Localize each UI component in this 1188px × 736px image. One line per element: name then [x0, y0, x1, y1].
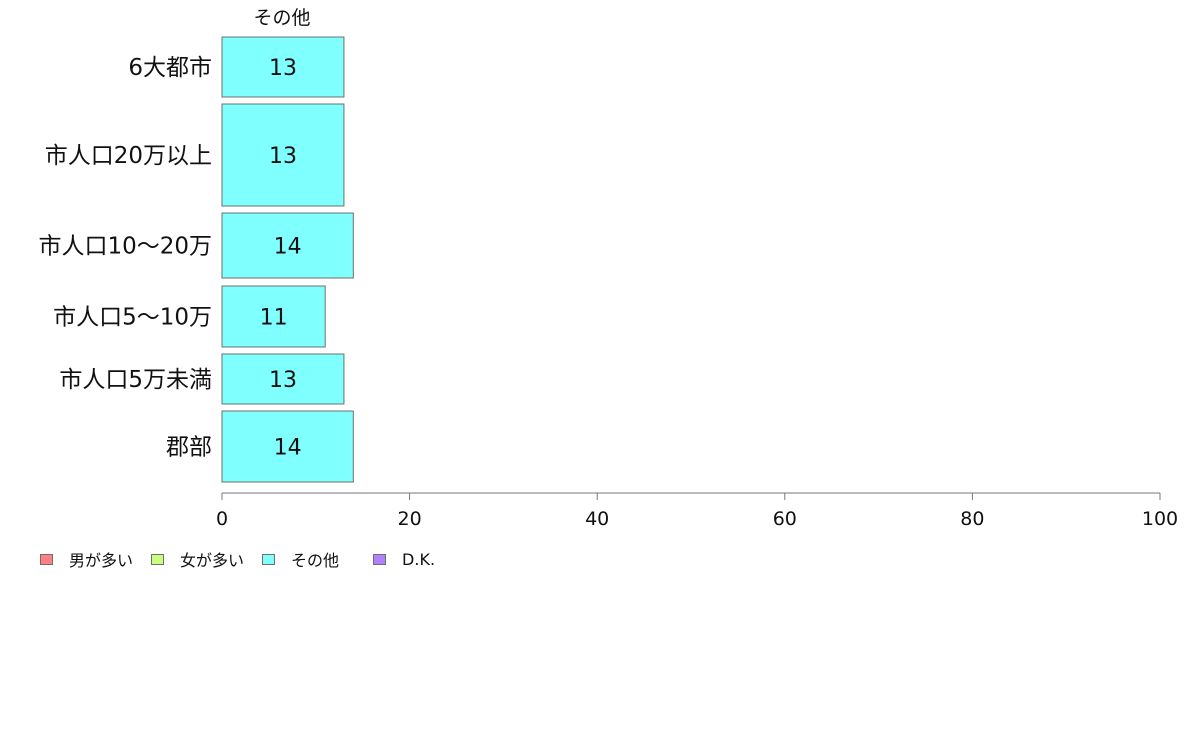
- legend-label-female: 女が多い: [180, 551, 245, 570]
- legend: 男が多い 女が多い その他 D.K.: [40, 547, 453, 571]
- bar-value-label: 11: [260, 306, 288, 331]
- legend-swatch-other: [262, 553, 276, 565]
- bars-group: 13 6大都市 13 市人口20万以上 14 市人口10〜20万 11 市人口5〜10万 13 市…: [38, 36, 354, 483]
- category-label: 市人口5〜10万: [53, 305, 212, 331]
- category-label: 市人口5万未満: [59, 367, 212, 393]
- legend-label-male: 男が多い: [69, 551, 134, 570]
- bar-value-label: 13: [269, 56, 297, 81]
- legend-item-other: その他: [262, 547, 339, 571]
- x-tick-label: 0: [216, 508, 228, 530]
- bar: [221, 410, 354, 483]
- category-label: 市人口20万以上: [45, 143, 212, 169]
- category-label: 市人口10〜20万: [38, 234, 212, 260]
- bar: [221, 103, 345, 207]
- bar-value-label: 14: [274, 235, 302, 260]
- legend-label-other: その他: [291, 551, 340, 570]
- x-tick-label: 60: [773, 508, 797, 530]
- x-tick-label: 20: [398, 508, 422, 530]
- legend-item-dk: D.K.: [373, 550, 435, 569]
- legend-label-dk: D.K.: [402, 549, 436, 569]
- legend-swatch-dk: [373, 553, 387, 565]
- x-axis: 0 20 40 60 80 100: [216, 492, 1178, 530]
- x-tick-label: 80: [960, 508, 984, 530]
- legend-swatch-female: [151, 553, 165, 565]
- legend-swatch-male: [40, 553, 53, 565]
- category-label: 6大都市: [128, 55, 212, 81]
- bar-value-label: 13: [269, 144, 297, 169]
- x-tick-label: 100: [1142, 508, 1178, 530]
- legend-item-male: 男が多い: [40, 547, 133, 571]
- legend-item-female: 女が多い: [151, 547, 244, 571]
- bar-chart: その他 13 6大都市 13 市人口20万以上 14 市人口10〜20万 11 市人口5〜10…: [38, 7, 1178, 530]
- x-tick-label: 40: [585, 508, 609, 530]
- bar: [221, 36, 345, 98]
- bar: [221, 353, 345, 405]
- bar: [221, 212, 354, 279]
- bar: [221, 285, 326, 348]
- category-label: 郡部: [166, 435, 212, 461]
- bar-value-label: 13: [269, 368, 297, 393]
- bar-value-label: 14: [274, 436, 302, 461]
- series-title: その他: [253, 7, 310, 29]
